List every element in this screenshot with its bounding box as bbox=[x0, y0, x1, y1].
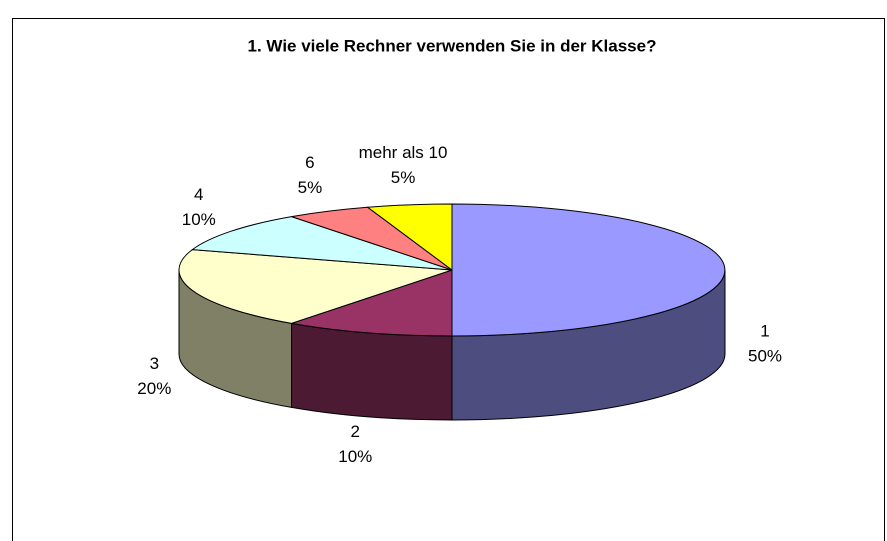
pie-slice bbox=[366, 203, 453, 271]
pie-slice bbox=[291, 269, 453, 337]
data-label-value: 5% bbox=[391, 168, 416, 187]
data-label-name: 3 bbox=[150, 354, 159, 373]
pie-slice-side bbox=[291, 322, 453, 421]
data-label-value: 10% bbox=[182, 210, 216, 229]
data-label-value: 20% bbox=[137, 379, 171, 398]
data-label-name: 2 bbox=[351, 422, 360, 441]
pie-slice bbox=[178, 249, 453, 324]
data-label-value: 50% bbox=[748, 346, 782, 365]
data-label-name: 4 bbox=[194, 185, 203, 204]
data-label-name: 1 bbox=[760, 321, 769, 340]
pie-slice bbox=[190, 216, 453, 271]
data-label-name: mehr als 10 bbox=[359, 143, 448, 162]
data-label-name: 6 bbox=[305, 153, 314, 172]
data-label-value: 10% bbox=[338, 447, 372, 466]
data-label-value: 5% bbox=[298, 178, 323, 197]
pie-slice bbox=[451, 203, 726, 337]
chart-title: 1. Wie viele Rechner verwenden Sie in de… bbox=[248, 36, 657, 55]
